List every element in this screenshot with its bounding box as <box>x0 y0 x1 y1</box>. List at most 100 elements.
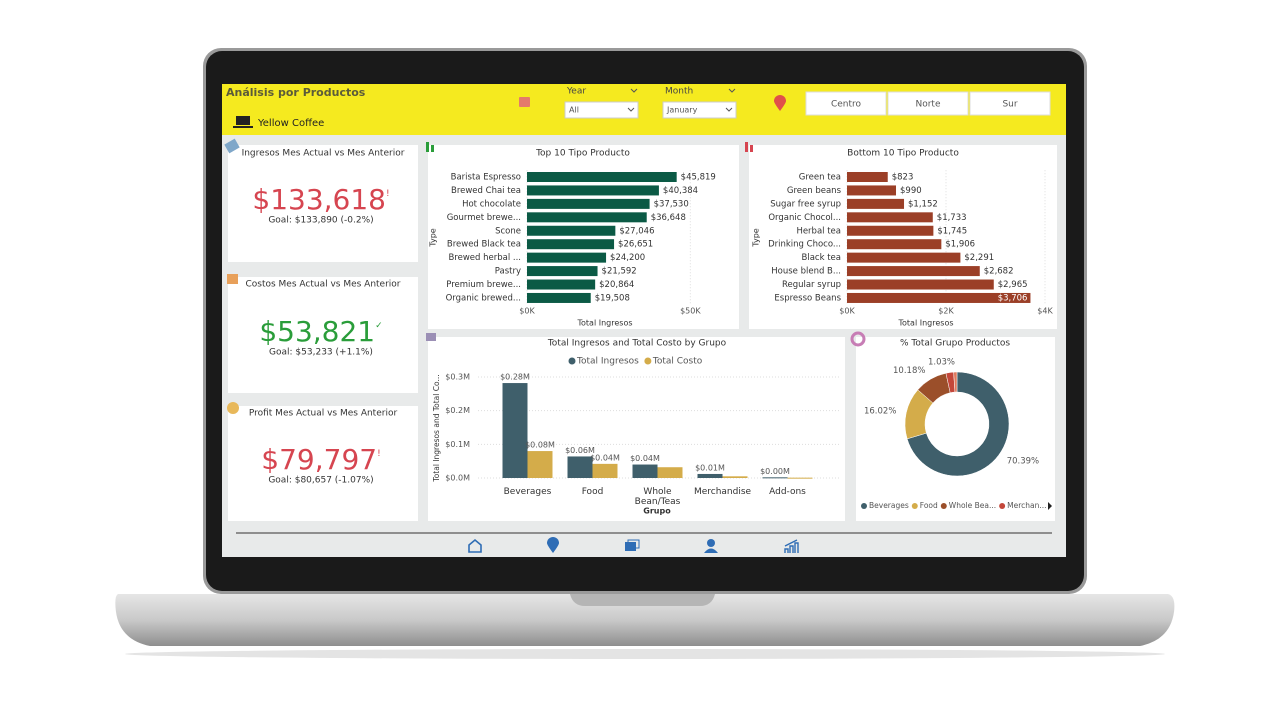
category-label: Sugar free syrup <box>770 199 841 209</box>
y-axis-label: Type <box>429 228 438 247</box>
legend-marker <box>911 503 918 509</box>
kpi-indicator: ✓ <box>375 321 383 331</box>
kpi-value: $79,797! <box>261 443 380 476</box>
bar <box>527 198 650 209</box>
chevron <box>627 107 635 112</box>
bar <box>762 477 788 479</box>
value-label: $0.01M <box>695 463 725 472</box>
bar <box>527 212 647 223</box>
region-label: Sur <box>1002 100 1017 110</box>
card-icon <box>227 274 238 284</box>
category-label: Regular syrup <box>782 280 841 290</box>
category-label: Gourmet brewe... <box>447 213 521 223</box>
x-tick-label: Beverages <box>503 487 552 497</box>
x-tick-label: $4K <box>1037 307 1053 316</box>
kpi-indicator: ! <box>386 189 390 199</box>
x-tick-label: Food <box>581 487 604 497</box>
nav-trend[interactable] <box>784 539 799 553</box>
category-label: Herbal tea <box>796 226 841 236</box>
value-label: $3,706 <box>998 293 1028 303</box>
nav-map[interactable] <box>547 537 559 553</box>
x-axis-label: Total Ingresos <box>577 319 633 328</box>
x-tick-label: Merchandise <box>693 487 752 497</box>
bar <box>502 383 528 478</box>
filter-label: Year <box>566 87 586 97</box>
y-axis-label: Type <box>752 228 761 247</box>
kpi-goal: Goal: $133,890 (-0.2%) <box>268 216 373 226</box>
location-icon <box>774 95 786 111</box>
bar <box>527 451 553 478</box>
bar <box>697 473 723 478</box>
chart-card <box>428 337 845 521</box>
legend-label: Whole Bea... <box>949 501 996 510</box>
donut-slice <box>906 371 1010 477</box>
card-icon <box>850 331 866 347</box>
donut-slice <box>953 371 958 393</box>
bar <box>527 172 677 182</box>
legend-marker <box>644 357 652 365</box>
kpi-number: $53,821 <box>259 315 375 348</box>
bar <box>847 279 994 290</box>
bar <box>592 463 618 478</box>
bar <box>787 477 813 479</box>
slice-label: 70.39% <box>1007 457 1039 467</box>
value-label: $37,530 <box>654 199 689 209</box>
kpi-number: $79,797 <box>261 443 377 476</box>
category-label: House blend B... <box>771 267 841 277</box>
nav-home[interactable] <box>468 538 482 553</box>
bar <box>632 464 658 478</box>
value-label: $0.04M <box>590 453 620 462</box>
bar <box>847 225 934 236</box>
value-label: $27,046 <box>619 226 654 236</box>
filter-label: Month <box>665 87 693 97</box>
dropdown[interactable] <box>564 101 639 119</box>
category-label: Premium brewe... <box>446 280 521 290</box>
bar <box>722 476 748 478</box>
legend-next[interactable] <box>1048 502 1052 510</box>
dropdown[interactable] <box>662 101 737 119</box>
bar <box>847 266 980 277</box>
nav-user[interactable] <box>707 539 715 547</box>
region-button[interactable] <box>805 91 887 116</box>
x-axis-label: Grupo <box>643 507 671 516</box>
legend-label: Merchan... <box>1007 501 1046 510</box>
nav-products[interactable] <box>625 542 636 551</box>
x-tick-label: $2K <box>938 307 954 316</box>
dropdown-value: All <box>569 106 579 115</box>
nav-user-body[interactable] <box>704 548 718 554</box>
category-label: Scone <box>495 226 521 236</box>
region-button[interactable] <box>887 91 969 116</box>
x-tick-label: $0K <box>839 307 855 316</box>
calendar-icon <box>519 97 530 107</box>
chart-title: Total Ingresos and Total Costo by Grupo <box>547 339 727 349</box>
kpi-number: $133,618 <box>252 183 386 216</box>
y-tick-label: $0.3M <box>445 373 470 382</box>
value-label: $1,152 <box>908 199 938 209</box>
category-label: Black tea <box>802 253 841 263</box>
card-icon <box>431 145 434 152</box>
bar <box>657 467 683 478</box>
value-label: $0.00M <box>760 467 790 476</box>
category-label: Organic brewed... <box>446 293 521 303</box>
card-icon <box>745 142 748 152</box>
slice-label: 1.03% <box>928 358 955 368</box>
bar <box>527 266 598 277</box>
card-icon <box>426 142 429 152</box>
brand: Yellow Coffee <box>257 118 324 129</box>
region-button[interactable] <box>969 91 1051 116</box>
kpi-value: $53,821✓ <box>259 315 382 348</box>
value-label: $21,592 <box>602 267 637 277</box>
chart-card <box>856 337 1055 521</box>
value-label: $0.28M <box>500 373 530 382</box>
nav-products-back[interactable] <box>627 539 640 549</box>
base-notch <box>570 594 715 606</box>
category-label: Pastry <box>495 267 521 277</box>
card-icon <box>750 145 753 152</box>
value-label: $24,200 <box>610 253 645 263</box>
x-tick-label: Add-ons <box>769 487 806 497</box>
kpi-card <box>228 145 418 262</box>
cup-saucer <box>233 126 253 128</box>
value-label: $40,384 <box>663 186 698 196</box>
category-label: Green tea <box>799 173 841 183</box>
